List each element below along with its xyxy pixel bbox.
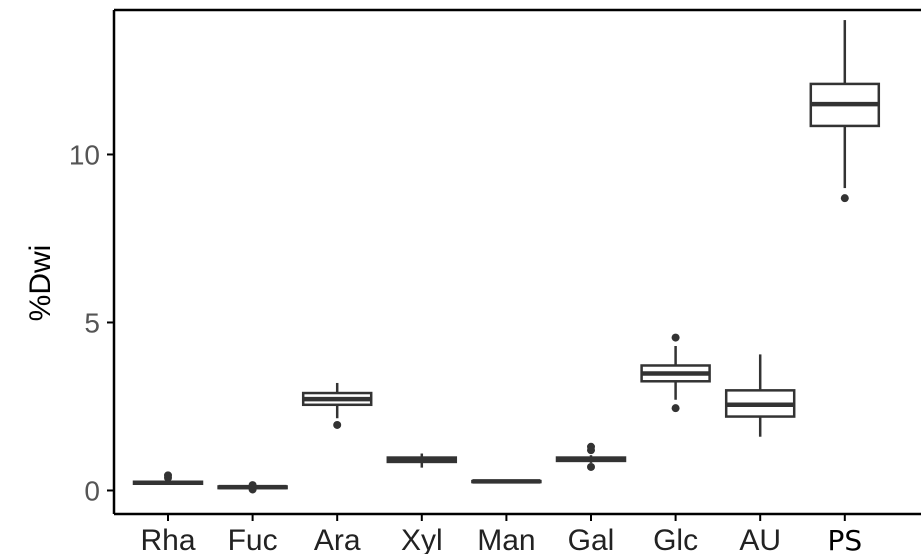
x-tick-label: AU [739,524,781,554]
outlier-point [333,420,342,429]
box-fuc [217,481,288,494]
box-ara [301,382,373,429]
box-xyl [386,453,458,468]
outlier-point [587,442,595,451]
x-tick-label: PS [827,524,862,554]
box-au [724,354,796,437]
axes-layer [112,8,921,516]
boxes-layer [132,20,881,494]
box-man [471,479,542,484]
box-ps [809,20,881,203]
outlier-point [671,404,680,413]
x-tick-label: Rha [140,524,195,554]
x-ticks-layer: Rha Fuc Ara Xyl Man Gal Glc AU PS [140,514,862,554]
outlier-point [587,462,595,471]
box-glc [640,333,711,413]
box-gal [555,442,627,471]
y-ticks-layer: 0 5 10 [69,139,114,506]
outlier-point [248,481,257,490]
box-rha [132,471,204,486]
x-tick-label: Gal [568,524,615,554]
y-tick-label: 10 [69,139,100,170]
x-tick-label: Xyl [401,524,443,554]
outlier-point [840,194,849,203]
x-tick-label: Ara [314,524,361,554]
outlier-point [671,333,680,342]
x-tick-label: Man [477,524,535,554]
y-axis-title: %Dwi [24,245,57,322]
outlier-point [164,471,172,480]
x-tick-label: Glc [653,524,698,554]
x-tick-label: Fuc [228,524,278,554]
y-tick-label: 0 [84,475,100,506]
y-tick-label: 5 [84,307,100,338]
